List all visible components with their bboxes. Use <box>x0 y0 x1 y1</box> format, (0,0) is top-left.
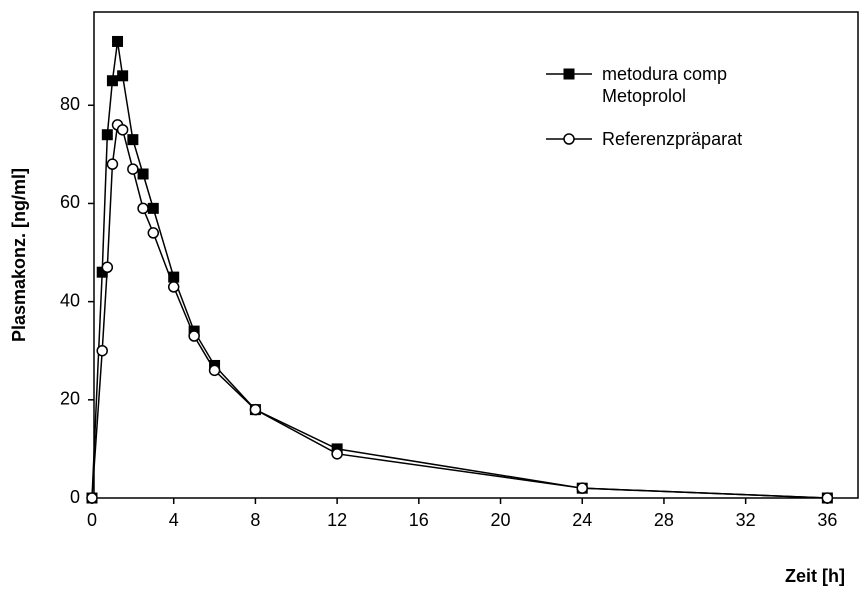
point <box>106 158 119 170</box>
point <box>137 168 149 180</box>
series-line <box>91 41 828 499</box>
point <box>112 35 124 47</box>
plot-frame <box>93 11 859 499</box>
point <box>86 492 98 504</box>
legend-label: metodura comp Metoprolol <box>602 64 728 106</box>
legend-marker <box>563 133 575 145</box>
legend-marker <box>563 68 575 80</box>
point <box>188 330 200 342</box>
y-tick-label: 0 <box>70 487 80 507</box>
x-tick-label: 20 <box>491 510 511 530</box>
x-tick-label: 8 <box>250 510 260 530</box>
point <box>208 364 221 377</box>
point <box>117 70 129 82</box>
x-axis-label: Zeit [h] <box>785 566 845 586</box>
point <box>249 403 262 416</box>
x-tick-label: 36 <box>817 510 837 530</box>
point <box>331 448 343 460</box>
series-line <box>91 123 828 499</box>
point <box>137 202 149 215</box>
point <box>106 75 118 87</box>
x-tick-label: 12 <box>327 510 347 530</box>
point <box>96 344 108 357</box>
y-tick-label: 20 <box>60 389 80 409</box>
point <box>576 482 588 494</box>
point <box>101 129 113 141</box>
point <box>127 134 139 146</box>
legend-label: Referenzpräparat <box>602 129 743 149</box>
point <box>127 163 139 175</box>
point <box>96 266 108 278</box>
y-tick-label: 80 <box>60 94 80 114</box>
point <box>168 271 180 283</box>
x-tick-label: 4 <box>169 510 179 530</box>
y-axis-label: Plasmakonz. [ng/ml] <box>9 168 29 342</box>
point <box>101 261 114 274</box>
x-tick-label: 0 <box>87 510 97 530</box>
x-tick-label: 28 <box>654 510 674 530</box>
x-tick-label: 16 <box>409 510 429 530</box>
y-tick-label: 40 <box>60 290 80 310</box>
point <box>167 281 180 293</box>
point <box>116 124 129 136</box>
x-tick-label: 32 <box>736 510 756 530</box>
y-tick-label: 60 <box>60 192 80 212</box>
point <box>821 492 834 504</box>
point <box>147 227 160 239</box>
point <box>147 202 159 214</box>
x-tick-label: 24 <box>572 510 592 530</box>
